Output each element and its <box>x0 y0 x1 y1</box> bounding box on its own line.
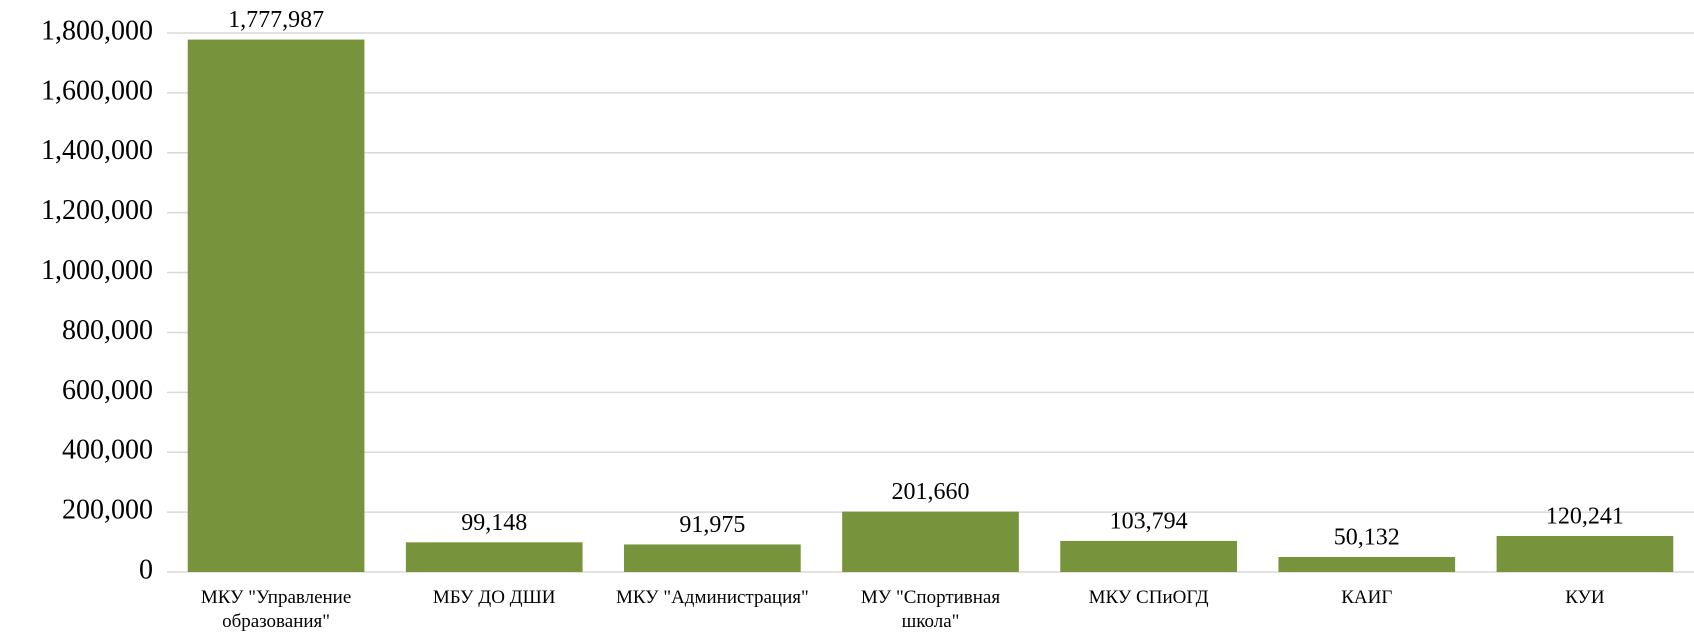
x-tick-label: МКУ "Администрация" <box>615 587 809 608</box>
x-tick-label: МУ "Спортивная школа" <box>860 587 1001 632</box>
y-tick-label: 600,000 <box>62 375 153 406</box>
value-label: 99,148 <box>461 510 527 536</box>
y-tick-label: 400,000 <box>62 435 153 466</box>
x-tick-label: МКУ СПиОГД <box>1088 587 1209 608</box>
bar <box>1496 535 1674 572</box>
x-tick-label: КУИ <box>1565 587 1605 608</box>
bar <box>624 544 801 572</box>
y-tick-label: 1,200,000 <box>41 195 153 226</box>
y-tick-label: 1,400,000 <box>41 135 153 166</box>
y-tick-label: 0 <box>139 554 153 585</box>
value-label: 201,660 <box>892 479 970 505</box>
value-label: 1,777,987 <box>228 7 324 33</box>
bar <box>842 511 1019 572</box>
y-tick-label: 1,800,000 <box>41 15 153 46</box>
y-tick-label: 800,000 <box>62 315 153 346</box>
value-label: 50,132 <box>1334 524 1400 550</box>
bar <box>405 542 583 572</box>
x-tick-label: МКУ "Управление образования" <box>200 587 352 632</box>
y-tick-label: 1,600,000 <box>41 75 153 106</box>
y-tick-label: 1,000,000 <box>41 255 153 286</box>
x-tick-label: КАИГ <box>1341 587 1393 608</box>
value-label: 120,241 <box>1546 503 1624 529</box>
bar <box>1060 540 1237 572</box>
bar <box>1278 556 1456 572</box>
y-tick-label: 200,000 <box>62 495 153 526</box>
value-label: 103,794 <box>1110 508 1188 534</box>
value-label: 91,975 <box>679 512 745 538</box>
x-tick-label: МБУ ДО ДШИ <box>432 587 556 608</box>
bar <box>187 39 365 572</box>
